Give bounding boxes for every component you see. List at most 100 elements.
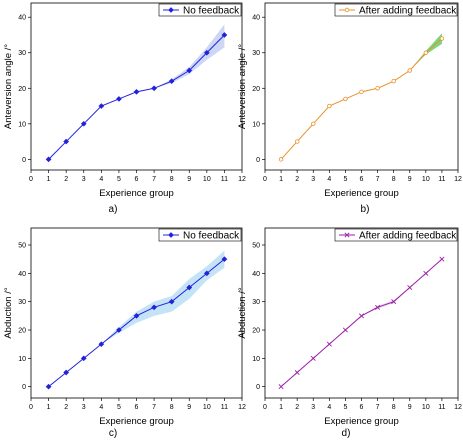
y-tick-label: 30 [252,299,260,306]
data-point [278,384,284,390]
series-line [280,258,443,388]
panel-label: b) [361,204,370,215]
x-tick-label: 10 [422,176,430,183]
x-tick-label: 7 [152,404,156,411]
x-tick-label: 5 [343,404,347,411]
x-tick-label: 4 [99,176,103,183]
x-axis-label: Experience group [324,416,398,427]
data-point [98,341,105,348]
x-tick-label: 5 [117,176,121,183]
x-tick-label: 8 [392,404,396,411]
x-tick-label: 6 [135,404,139,411]
y-tick-label: 10 [18,356,26,363]
x-tick-label: 9 [408,176,412,183]
x-tick-label: 4 [327,404,331,411]
confidence-band [281,259,442,387]
panel-label: a) [109,204,118,215]
data-point [168,298,175,305]
y-tick-label: 20 [18,86,26,93]
x-tick-label: 1 [279,404,283,411]
x-tick-label: 11 [221,176,228,183]
data-point [359,89,364,95]
data-point [45,156,52,163]
data-point [327,103,332,109]
x-tick-label: 2 [64,404,68,411]
x-tick-label: 1 [47,404,51,411]
x-tick-label: 0 [263,404,267,411]
data-point [310,355,316,361]
x-tick-label: 0 [29,176,33,183]
data-point [342,327,348,333]
series-line [48,34,225,160]
x-tick-label: 10 [203,176,211,183]
x-tick-label: 10 [203,404,211,411]
data-point [151,85,158,92]
data-point [115,327,122,333]
x-tick-label: 12 [238,404,246,411]
x-tick-label: 3 [311,404,315,411]
data-point [203,49,210,56]
x-tick-label: 5 [117,404,121,411]
legend-marker [344,232,350,238]
panel-label: c) [109,428,117,439]
x-tick-label: 6 [360,404,364,411]
x-tick-label: 7 [152,176,156,183]
data-point [203,270,210,277]
y-tick-label: 0 [22,384,26,391]
x-tick-label: 8 [392,176,396,183]
data-point [133,312,140,319]
y-tick-label: 0 [22,157,26,164]
x-tick-label: 1 [47,176,51,183]
y-tick-label: 40 [18,15,26,22]
data-point [186,284,193,291]
x-tick-label: 9 [408,404,412,411]
x-axis-label: Experience group [99,416,173,427]
y-tick-label: 20 [252,328,260,335]
x-tick-label: 7 [376,176,380,183]
x-tick-label: 12 [454,176,462,183]
legend-box [158,3,242,17]
data-point [343,96,348,102]
y-tick-label: 20 [252,86,260,93]
data-point [63,369,70,376]
data-point [423,50,429,55]
x-axis-label: Experience group [324,188,398,199]
data-point [221,32,228,38]
data-point [375,304,381,310]
y-tick-label: 20 [18,328,26,335]
x-tick-label: 11 [438,176,445,183]
legend-marker [168,7,174,13]
y-tick-label: 40 [18,271,26,278]
legend-label: After adding feedback [359,6,457,17]
data-point [407,68,412,73]
x-tick-label: 3 [82,176,86,183]
plot-frame [264,227,459,399]
x-tick-label: 3 [311,176,315,183]
x-tick-label: 2 [295,176,299,183]
y-tick-label: 10 [18,121,26,128]
panel-label: d) [342,428,351,439]
x-tick-label: 4 [327,176,331,183]
data-point [326,341,332,347]
y-tick-label: 30 [252,50,260,57]
data-point [80,120,87,127]
data-point [294,139,300,144]
data-point [63,138,70,145]
data-point [115,95,122,102]
data-point [311,121,316,127]
x-tick-label: 2 [295,404,299,411]
legend-marker [168,232,174,238]
data-point [358,313,365,319]
y-tick-label: 50 [18,243,26,250]
data-point [151,304,158,311]
x-tick-label: 7 [376,404,380,411]
data-point [375,86,380,91]
x-tick-label: 12 [238,176,246,183]
y-tick-label: 40 [252,15,260,22]
data-point [278,157,284,162]
y-axis-label: Abduction /° [237,287,248,339]
y-axis-label: Abduction /° [3,287,14,339]
